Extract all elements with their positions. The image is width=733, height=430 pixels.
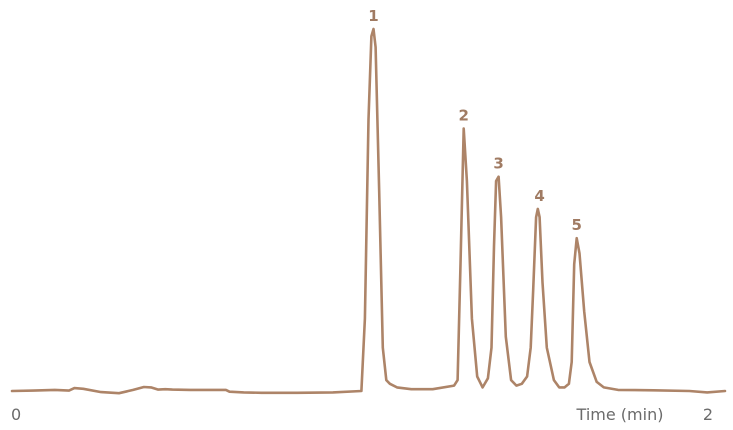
trace-layer: [10, 27, 727, 395]
chromatogram-trace-1: [10, 27, 727, 395]
x-axis-label: Time (min): [576, 405, 664, 424]
peak-label-4: 4: [534, 187, 544, 205]
peak-label-1: 1: [368, 7, 378, 25]
x-tick-label-start: 0: [11, 405, 21, 424]
peak-labels: 1 2 3 4 5: [368, 7, 582, 234]
peak-label-5: 5: [571, 216, 581, 234]
x-tick-label-end: 2: [703, 405, 713, 424]
peak-label-3: 3: [493, 155, 503, 173]
peak-label-2: 2: [458, 107, 468, 125]
